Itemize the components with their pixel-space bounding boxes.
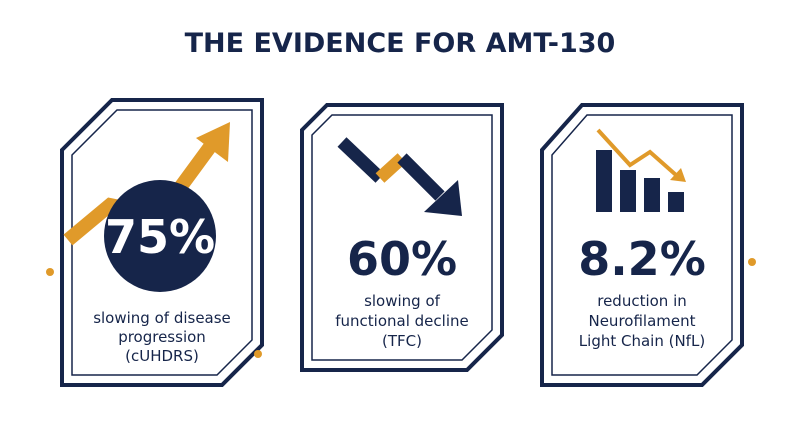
description-line: progression bbox=[118, 328, 206, 346]
card-border bbox=[300, 103, 504, 372]
bar-icon bbox=[668, 192, 684, 212]
card-inner-border bbox=[311, 114, 493, 361]
description-line: Neurofilament bbox=[588, 312, 695, 330]
arrow-head bbox=[196, 122, 230, 162]
stat: 60% bbox=[347, 232, 457, 286]
decor-dot bbox=[254, 350, 262, 358]
card-inner-border bbox=[71, 109, 253, 376]
card-border bbox=[60, 98, 264, 387]
description-line: (cUHDRS) bbox=[125, 347, 199, 365]
decor-dot bbox=[46, 268, 54, 276]
title: THE EVIDENCE FOR AMT-130 bbox=[185, 28, 616, 59]
decor-dot bbox=[748, 258, 756, 266]
arrow-icon bbox=[337, 137, 385, 183]
arrow-head bbox=[424, 180, 462, 216]
description-line: slowing of bbox=[364, 292, 441, 310]
bar-icon bbox=[596, 150, 612, 212]
description-line: reduction in bbox=[597, 292, 687, 310]
description-line: Light Chain (NfL) bbox=[579, 332, 705, 350]
description-line: slowing of disease bbox=[93, 309, 231, 327]
card: 8.2% reduction in Neurofilament Light Ch… bbox=[540, 103, 756, 387]
bar-icon bbox=[620, 170, 636, 212]
trend-arrow bbox=[596, 128, 678, 177]
arrow-head bbox=[670, 168, 686, 182]
description-line: functional decline bbox=[335, 312, 468, 330]
card: 60% slowing of functional decline (TFC) bbox=[300, 103, 504, 372]
card-border bbox=[540, 103, 744, 387]
card: 75% slowing of disease progression (cUHD… bbox=[46, 98, 264, 387]
stat: 75% bbox=[105, 210, 215, 264]
stat-circle bbox=[104, 180, 216, 292]
arrow-icon bbox=[397, 153, 445, 201]
arrow-icon bbox=[375, 153, 407, 183]
description-line: (TFC) bbox=[382, 332, 422, 350]
bar-icon bbox=[644, 178, 660, 212]
card-inner-border bbox=[551, 114, 733, 376]
stat: 8.2% bbox=[578, 232, 706, 286]
